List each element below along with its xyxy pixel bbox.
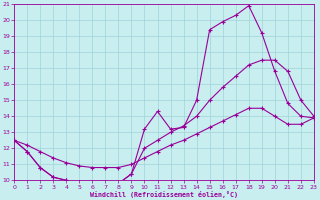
X-axis label: Windchill (Refroidissement éolien,°C): Windchill (Refroidissement éolien,°C)	[90, 191, 238, 198]
